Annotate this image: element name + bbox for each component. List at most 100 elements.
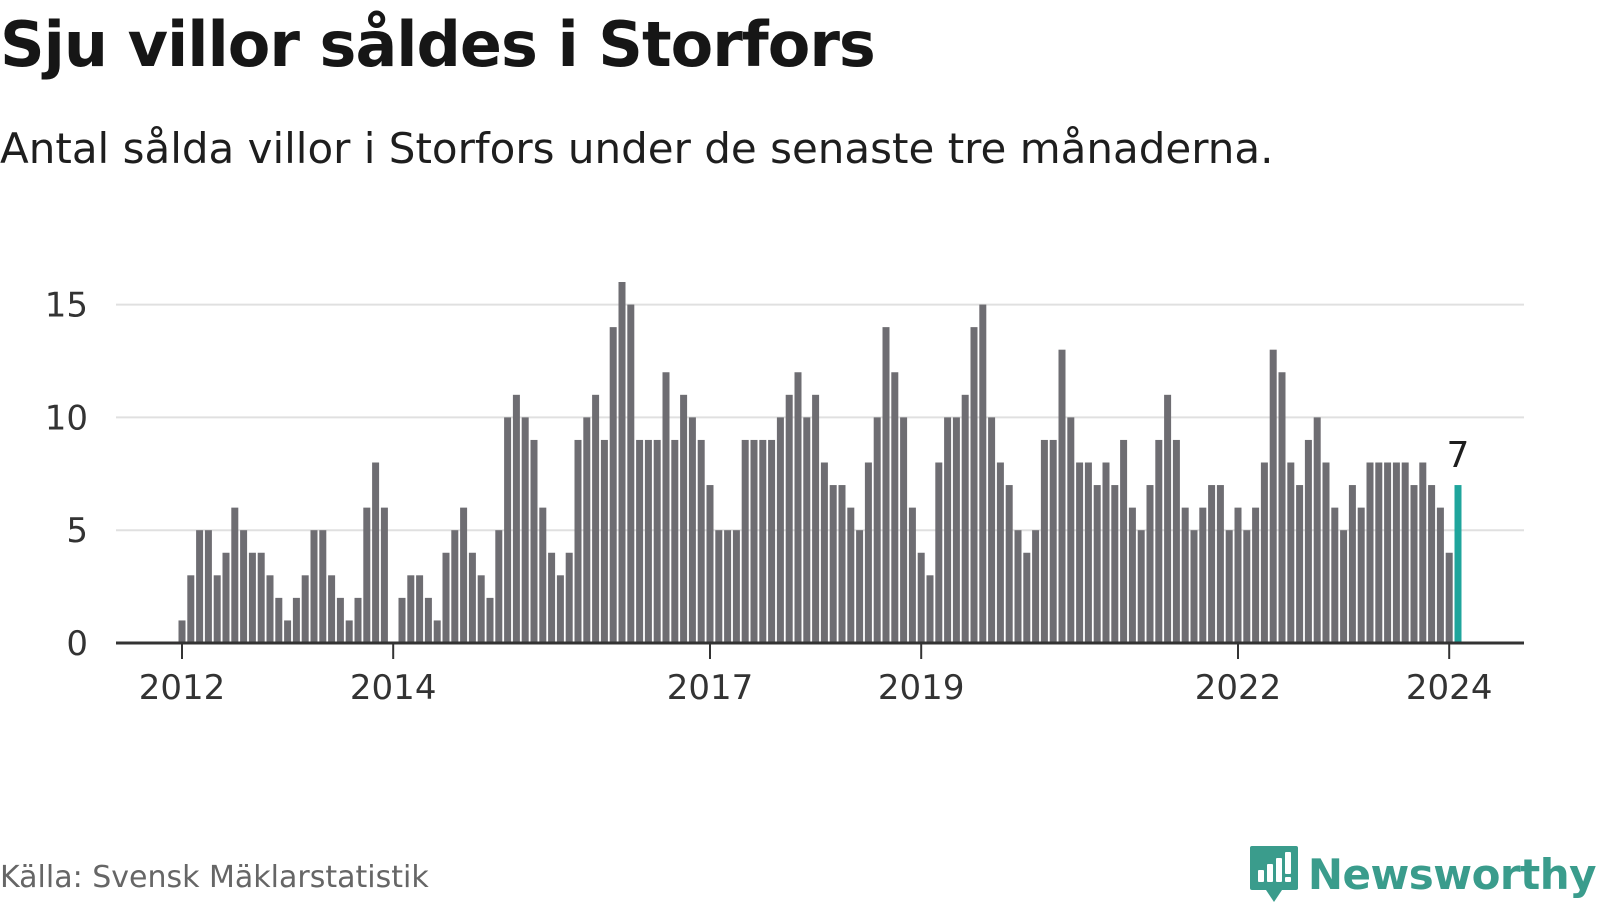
bar (407, 575, 415, 643)
bar (416, 575, 424, 643)
x-tick-label: 2024 (1406, 668, 1493, 708)
bar (891, 372, 899, 643)
bar (618, 282, 626, 643)
bar (1049, 439, 1057, 643)
bar (495, 530, 503, 643)
bar (424, 597, 432, 643)
bar (961, 394, 969, 643)
bar (680, 394, 688, 643)
bar (838, 485, 846, 643)
bar (486, 597, 494, 643)
bar (1401, 462, 1409, 643)
bar (662, 372, 670, 643)
bar (873, 417, 881, 643)
highlight-value-label: 7 (1447, 435, 1470, 476)
bar (856, 530, 864, 643)
bar (530, 439, 538, 643)
bar (574, 439, 582, 643)
bar (671, 439, 679, 643)
bar (1067, 417, 1075, 643)
bar (548, 552, 556, 643)
y-axis-ticks: 0 5 10 15 (45, 286, 88, 664)
bar (328, 575, 336, 643)
bar (310, 530, 318, 643)
bar (204, 530, 212, 643)
bar (944, 417, 952, 643)
bar (715, 530, 723, 643)
bar (1190, 530, 1198, 643)
bar (1084, 462, 1092, 643)
bar (284, 620, 292, 643)
bar (398, 597, 406, 643)
bar (1146, 485, 1154, 643)
bar (688, 417, 696, 643)
bar (477, 575, 485, 643)
bar (1278, 372, 1286, 643)
bar (750, 439, 758, 643)
bar (275, 597, 283, 643)
bar (292, 597, 300, 643)
bar (1384, 462, 1392, 643)
bar (724, 530, 732, 643)
bar (864, 462, 872, 643)
bar (222, 552, 230, 643)
bar (248, 552, 256, 643)
bar (1040, 439, 1048, 643)
source-note: Källa: Svensk Mäklarstatistik (0, 860, 429, 895)
bar (1296, 485, 1304, 643)
bar (1313, 417, 1321, 643)
newsworthy-logo[interactable]: Newsworthy (1248, 844, 1597, 904)
bar (1032, 530, 1040, 643)
bar (1322, 462, 1330, 643)
bar (539, 507, 547, 643)
newsworthy-logo-icon (1249, 846, 1298, 902)
bar (776, 417, 784, 643)
bar (301, 575, 309, 643)
bar (583, 417, 591, 643)
bar (1331, 507, 1339, 643)
bar (1111, 485, 1119, 643)
bar (363, 507, 371, 643)
bar (794, 372, 802, 643)
bar (917, 552, 925, 643)
bar (178, 620, 186, 643)
bar (988, 417, 996, 643)
bar (468, 552, 476, 643)
x-tick-label: 2022 (1195, 668, 1282, 708)
x-tick-label: 2012 (139, 668, 226, 708)
bar (1445, 552, 1453, 643)
bar (380, 507, 388, 643)
bar (1287, 462, 1295, 643)
bar (1436, 507, 1444, 643)
bar (556, 575, 564, 643)
bar (1208, 485, 1216, 643)
bar (1093, 485, 1101, 643)
chart-subtitle: Antal sålda villor i Storfors under de s… (0, 124, 1274, 173)
bar (900, 417, 908, 643)
bar (1252, 507, 1260, 643)
bar (512, 394, 520, 643)
bar (1340, 530, 1348, 643)
bar (196, 530, 204, 643)
bar (1304, 439, 1312, 643)
bar (1181, 507, 1189, 643)
bar (372, 462, 380, 643)
bar (609, 327, 617, 643)
y-tick-label: 5 (66, 511, 88, 551)
bar (433, 620, 441, 643)
bar-highlight (1454, 485, 1462, 643)
bar (1348, 485, 1356, 643)
bar (504, 417, 512, 643)
bar (345, 620, 353, 643)
bars (178, 282, 1462, 643)
bar (1172, 439, 1180, 643)
bar (1216, 485, 1224, 643)
bar (451, 530, 459, 643)
bar (847, 507, 855, 643)
bar (187, 575, 195, 643)
y-tick-label: 0 (66, 624, 88, 664)
bar (1023, 552, 1031, 643)
bar (803, 417, 811, 643)
bar (644, 439, 652, 643)
bar (812, 394, 820, 643)
